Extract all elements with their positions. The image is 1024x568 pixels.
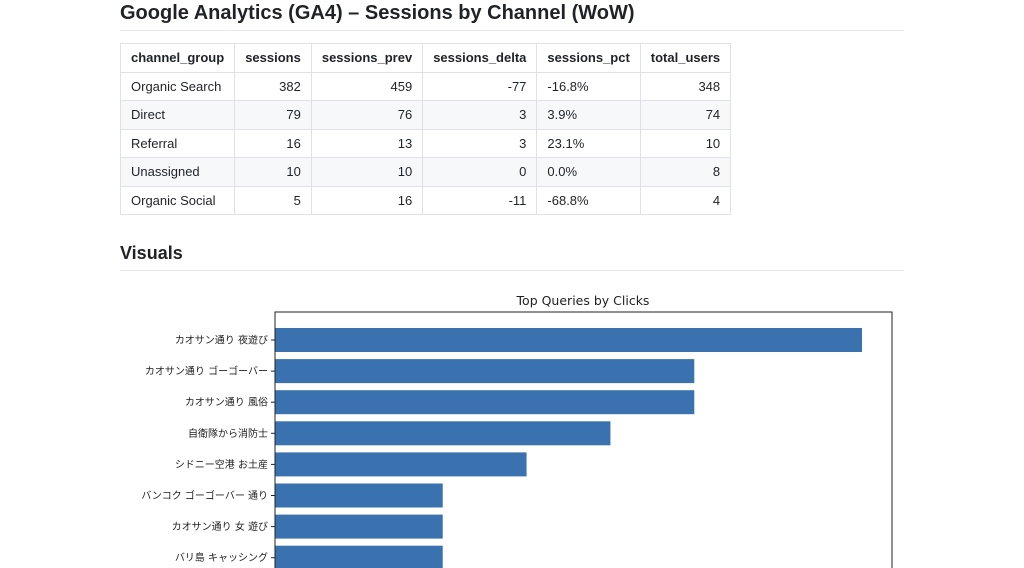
y-tick-label: カオサン通り 女 遊び xyxy=(172,520,268,533)
table-cell: 382 xyxy=(234,71,312,101)
column-header: sessions_delta xyxy=(422,43,538,73)
table-cell: 3.9% xyxy=(536,100,641,130)
y-tick-label: シドニー空港 お土産 xyxy=(175,458,268,471)
table-row: Referral 16 13 3 23.1% 10 xyxy=(119,128,732,158)
column-header: channel_group xyxy=(119,43,236,73)
table-row: Unassigned 10 10 0 0.0% 8 xyxy=(119,157,732,187)
table-cell: Referral xyxy=(119,128,236,158)
table-cell: 16 xyxy=(310,185,424,215)
table-cell: 10 xyxy=(234,157,312,187)
table-cell: 76 xyxy=(310,100,424,130)
table-row: Direct 79 76 3 3.9% 74 xyxy=(119,100,732,130)
table-cell: 13 xyxy=(310,128,424,158)
table-row: Organic Social 5 16 -11 -68.8% 4 xyxy=(119,185,732,215)
table-row: Organic Search 382 459 -77 -16.8% 348 xyxy=(119,71,732,101)
bar xyxy=(275,359,695,384)
table-cell: -16.8% xyxy=(536,71,641,101)
bar xyxy=(275,421,611,446)
bar xyxy=(275,545,443,568)
table-cell: 74 xyxy=(639,100,732,130)
bar xyxy=(275,514,443,539)
y-tick-label: バンコク ゴーゴーバー 通り xyxy=(141,489,268,502)
table-cell: 3 xyxy=(422,100,538,130)
y-tick-label: カオサン通り 夜遊び xyxy=(175,334,268,347)
table-cell: 0 xyxy=(422,157,538,187)
y-tick-label: カオサン通り ゴーゴーバー xyxy=(145,365,268,378)
bar xyxy=(275,328,862,352)
y-tick-label: カオサン通り 風俗 xyxy=(185,397,268,409)
table-cell: 0.0% xyxy=(536,157,641,187)
column-header: sessions xyxy=(234,43,312,73)
page-title: Google Analytics (GA4) – Sessions by Cha… xyxy=(120,0,904,31)
table-cell: 5 xyxy=(234,185,312,215)
bar xyxy=(275,483,443,508)
table-header-row: channel_group sessions sessions_prev ses… xyxy=(119,43,732,73)
table-cell: 348 xyxy=(639,71,732,101)
bar xyxy=(275,452,527,477)
table-cell: 10 xyxy=(310,157,424,187)
y-tick-label: バリ島 キャッシング xyxy=(175,551,268,564)
table-cell: 79 xyxy=(234,100,312,130)
bar xyxy=(275,390,695,415)
table-cell: Unassigned xyxy=(119,157,236,187)
column-header: total_users xyxy=(639,43,732,73)
visuals-heading: Visuals xyxy=(120,240,904,271)
chart-title: Top Queries by Clicks xyxy=(516,293,650,308)
table-cell: Organic Social xyxy=(119,185,236,215)
sessions-table: channel_group sessions sessions_prev ses… xyxy=(119,43,732,215)
table-cell: Direct xyxy=(119,100,236,130)
plot-frame xyxy=(274,311,893,568)
table-cell: Organic Search xyxy=(119,71,236,101)
table-cell: 459 xyxy=(310,71,424,101)
y-tick-label: 自衛隊から消防士 xyxy=(188,427,268,440)
table-cell: 8 xyxy=(639,157,732,187)
column-header: sessions_prev xyxy=(310,43,424,73)
table-cell: 4 xyxy=(639,185,732,215)
column-header: sessions_pct xyxy=(536,43,641,73)
